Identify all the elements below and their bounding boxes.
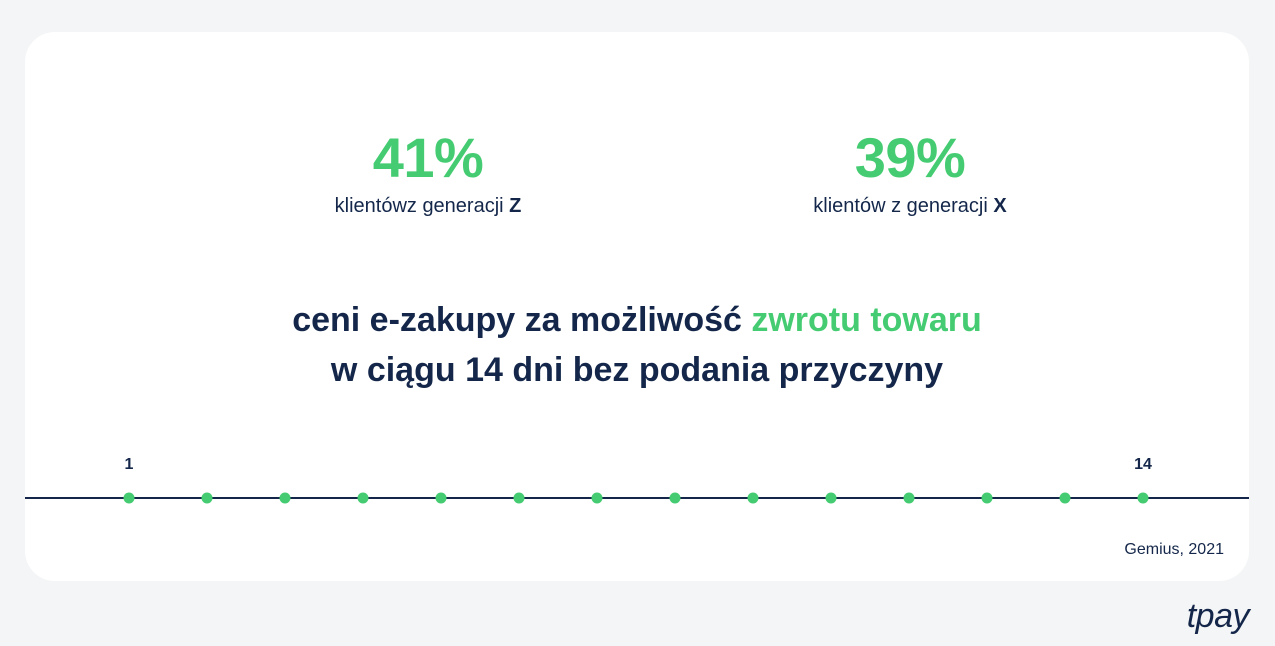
headline-text: ceni e-zakupy za możliwość (292, 301, 752, 339)
timeline-day-dot (357, 492, 369, 504)
stat-value: 39% (854, 126, 966, 189)
stat-generation-x: 39% klientów z generacji X (730, 127, 1090, 219)
headline: ceni e-zakupy za możliwość zwrotu towaru… (25, 295, 1249, 395)
timeline-day-dot (123, 492, 135, 504)
stat-label-generation: X (993, 195, 1007, 217)
stat-label: klientów z generacji X (730, 193, 1090, 219)
timeline-day-dot (981, 492, 993, 504)
stat-label-text: klientówz generacji (334, 195, 510, 217)
stat-label-text: klientów z generacji (813, 195, 994, 217)
timeline-day-dot (825, 492, 837, 504)
timeline-day-dot (1059, 492, 1071, 504)
timeline-day-dot (201, 492, 213, 504)
stat-label: klientówz generacji Z (248, 193, 608, 219)
stat-generation-z: 41% klientówz generacji Z (248, 127, 608, 219)
tpay-logo: tpay (1186, 597, 1250, 635)
headline-accent: zwrotu towaru (751, 301, 982, 339)
timeline-day-dot (747, 492, 759, 504)
headline-line-2: w ciągu 14 dni bez podania przyczyny (330, 351, 944, 389)
timeline-start-label: 1 (124, 456, 134, 473)
timeline-day-dot (1137, 492, 1149, 504)
source-caption: Gemius, 2021 (1124, 541, 1224, 558)
timeline-day-dot (435, 492, 447, 504)
timeline-end-label: 14 (1134, 456, 1152, 473)
timeline-graphic (25, 492, 1249, 504)
timeline-day-dot (591, 492, 603, 504)
headline-line-1: ceni e-zakupy za możliwość zwrotu towaru (25, 295, 1249, 345)
stat-value: 41% (372, 126, 484, 189)
stat-label-generation: Z (509, 195, 522, 217)
timeline-day-dot (513, 492, 525, 504)
timeline-day-dot (903, 492, 915, 504)
timeline-day-dot (669, 492, 681, 504)
timeline-day-dot (279, 492, 291, 504)
day-timeline: 1 14 (25, 452, 1249, 552)
infographic-card: 41% klientówz generacji Z 39% klientów z… (25, 32, 1249, 581)
